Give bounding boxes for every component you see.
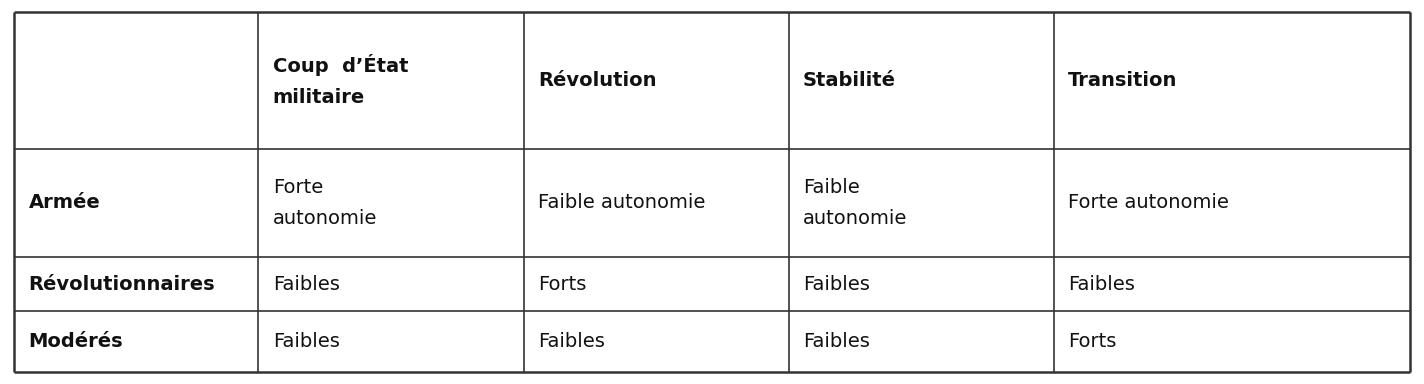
Text: Faibles: Faibles bbox=[273, 275, 339, 293]
Text: Forts: Forts bbox=[1068, 332, 1116, 351]
Text: Faibles: Faibles bbox=[803, 332, 870, 351]
Text: Coup  d’État
militaire: Coup d’État militaire bbox=[273, 54, 409, 107]
Text: Transition: Transition bbox=[1068, 71, 1178, 89]
Text: Forte autonomie: Forte autonomie bbox=[1068, 193, 1229, 212]
Text: Forts: Forts bbox=[538, 275, 587, 293]
Text: Faibles: Faibles bbox=[803, 275, 870, 293]
Text: Faible
autonomie: Faible autonomie bbox=[803, 178, 907, 228]
Text: Armée: Armée bbox=[28, 193, 100, 212]
Text: Faibles: Faibles bbox=[538, 332, 605, 351]
Text: Faible autonomie: Faible autonomie bbox=[538, 193, 705, 212]
Text: Faibles: Faibles bbox=[273, 332, 339, 351]
Text: Faibles: Faibles bbox=[1068, 275, 1135, 293]
Text: Forte
autonomie: Forte autonomie bbox=[273, 178, 377, 228]
Text: Révolutionnaires: Révolutionnaires bbox=[28, 275, 215, 293]
Text: Stabilité: Stabilité bbox=[803, 71, 896, 89]
Text: Révolution: Révolution bbox=[538, 71, 656, 89]
Text: Modérés: Modérés bbox=[28, 332, 122, 351]
